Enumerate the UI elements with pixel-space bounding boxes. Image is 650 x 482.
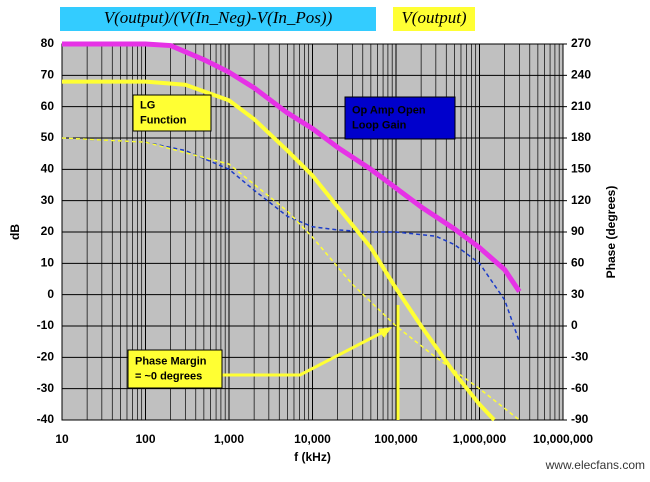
annotation-text: Phase Margin bbox=[135, 355, 207, 367]
annotation-text: Op Amp Open bbox=[352, 104, 426, 116]
y-tick-label: 60 bbox=[41, 99, 55, 113]
y2-tick-label: 60 bbox=[571, 256, 585, 270]
annotation-box bbox=[132, 94, 212, 132]
annotation-box bbox=[60, 7, 376, 31]
annotation-box bbox=[393, 7, 475, 31]
x-tick-label: 10,000 bbox=[294, 432, 331, 446]
y2-tick-label: 240 bbox=[571, 68, 591, 82]
y-tick-label: -40 bbox=[37, 412, 55, 426]
y-tick-label: -10 bbox=[37, 318, 55, 332]
y-tick-label: 40 bbox=[41, 162, 55, 176]
y-tick-label: 10 bbox=[41, 256, 55, 270]
y-tick-label: -20 bbox=[37, 350, 55, 364]
x-tick-label: 100 bbox=[135, 432, 155, 446]
annotation-text: Loop Gain bbox=[352, 119, 407, 131]
x-tick-label: 1,000 bbox=[214, 432, 244, 446]
y2-tick-label: 120 bbox=[571, 193, 591, 207]
annotation-text: V(output) bbox=[401, 8, 466, 27]
arrow-head bbox=[378, 327, 392, 338]
y2-tick-label: 0 bbox=[571, 318, 578, 332]
series-line bbox=[61, 137, 521, 342]
y2-tick-label: 210 bbox=[571, 99, 591, 113]
y2-axis-label: Phase (degrees) bbox=[604, 186, 618, 279]
y-axis-label: dB bbox=[8, 224, 22, 240]
y-tick-label: 50 bbox=[41, 130, 55, 144]
x-tick-label: 100,000 bbox=[374, 432, 418, 446]
annotation-text: Function bbox=[140, 114, 187, 126]
watermark: www.elecfans.com bbox=[545, 458, 645, 472]
x-axis-label: f (kHz) bbox=[294, 450, 331, 464]
y-tick-label: 0 bbox=[47, 287, 54, 301]
x-tick-label: 10 bbox=[55, 432, 69, 446]
y2-tick-label: 90 bbox=[571, 224, 585, 238]
y2-tick-label: -60 bbox=[571, 381, 589, 395]
arrow bbox=[222, 329, 386, 377]
y2-tick-label: -30 bbox=[571, 350, 589, 364]
y-tick-label: 30 bbox=[41, 193, 55, 207]
x-tick-label: 1,000,000 bbox=[453, 432, 507, 446]
y2-tick-label: 30 bbox=[571, 287, 585, 301]
annotation-text: V(output)/(V(In_Neg)-V(In_Pos)) bbox=[104, 8, 333, 27]
y-tick-label: 20 bbox=[41, 224, 55, 238]
series-line bbox=[62, 41, 522, 293]
y-tick-label: 80 bbox=[41, 36, 55, 50]
y-tick-label: 70 bbox=[41, 68, 55, 82]
series-line bbox=[61, 137, 520, 421]
y2-tick-label: 270 bbox=[571, 36, 591, 50]
annotation-box bbox=[344, 96, 456, 140]
x-tick-label: 10,000,000 bbox=[533, 432, 593, 446]
annotation-text: LG bbox=[140, 99, 155, 111]
y2-tick-label: 180 bbox=[571, 130, 591, 144]
series-line bbox=[62, 79, 496, 422]
plot: 10 100 1,000 10,000 100,000 1,000,000 10,000,0… bbox=[8, 36, 618, 464]
y2-tick-label: -90 bbox=[571, 412, 589, 426]
annotation-box bbox=[127, 349, 223, 389]
y2-tick-label: 150 bbox=[571, 162, 591, 176]
y-tick-label: -30 bbox=[37, 381, 55, 395]
annotation-text: = ~0 degrees bbox=[135, 370, 202, 382]
